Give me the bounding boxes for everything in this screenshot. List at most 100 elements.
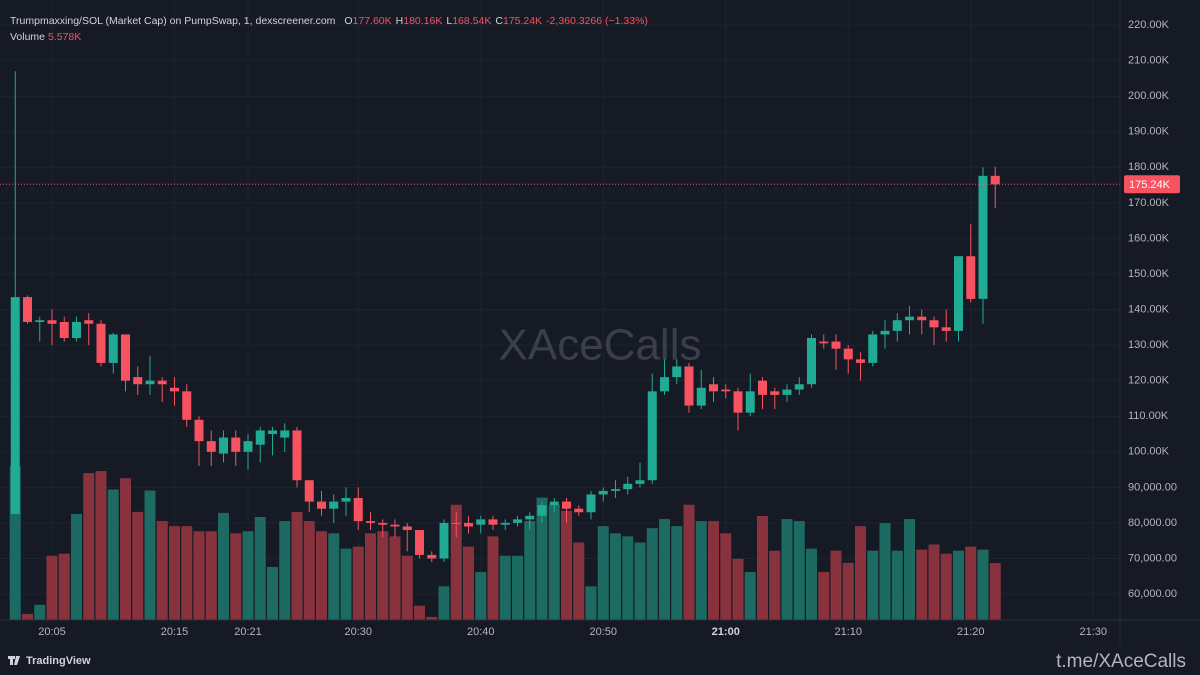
candle-body <box>378 522 388 525</box>
volume-bar <box>303 521 315 620</box>
volume-bar <box>977 549 989 620</box>
volume-bar <box>438 586 450 620</box>
volume-bar <box>744 572 756 620</box>
candle-body <box>108 334 118 363</box>
volume-bar <box>499 555 511 620</box>
candle-body <box>500 522 510 525</box>
volume-bar <box>181 526 193 620</box>
volume-bar <box>536 497 548 620</box>
volume-bar <box>169 526 180 620</box>
candle-body <box>84 320 94 324</box>
volume-bar <box>891 550 903 620</box>
candle-body <box>59 322 69 339</box>
candle-body <box>990 175 1000 185</box>
candle-body <box>243 441 253 452</box>
candle-body <box>966 256 976 299</box>
candle-body <box>978 175 988 299</box>
y-tick-label: 170.00K <box>1128 197 1170 209</box>
last-price-tag <box>1124 175 1180 194</box>
volume-bar <box>316 531 327 620</box>
candle-body <box>598 490 608 495</box>
volume-bar <box>695 521 707 620</box>
volume-bar <box>548 504 560 620</box>
legend-row: Trumpmaxxing/SOL (Market Cap) on PumpSwa… <box>10 13 648 29</box>
volume-bar <box>561 510 572 620</box>
candle-body <box>255 430 265 445</box>
candle-body <box>770 391 780 395</box>
volume-key: Volume <box>10 31 46 43</box>
volume-bar <box>879 523 891 620</box>
volume-bar <box>659 519 670 620</box>
y-tick-label: 100.00K <box>1128 446 1170 458</box>
candle-body <box>831 341 841 349</box>
volume-bar <box>769 550 781 620</box>
candle-body <box>280 430 290 438</box>
volume-bar <box>83 473 95 620</box>
candle-body <box>476 519 486 525</box>
candle-body <box>47 320 57 324</box>
x-tick-label: 20:21 <box>234 626 262 638</box>
volume-bar <box>475 572 487 620</box>
candle-body <box>513 519 522 523</box>
ohlc-key: L <box>446 15 453 27</box>
ohlc-key: H <box>395 15 404 27</box>
volume-bar <box>610 533 621 620</box>
ohlc-key: C <box>495 15 503 27</box>
candle-body <box>856 359 865 363</box>
candle-body <box>905 316 914 321</box>
volume-bar <box>218 512 229 620</box>
y-tick-label: 130.00K <box>1128 339 1170 351</box>
y-tick-label: 140.00K <box>1128 303 1170 315</box>
volume-bar <box>107 489 119 620</box>
volume-bar <box>597 526 609 620</box>
volume-bar <box>487 536 499 620</box>
y-tick-label: 60,000.00 <box>1128 588 1177 600</box>
candle-body <box>133 377 143 385</box>
volume-bar <box>708 521 719 620</box>
volume-bar <box>671 526 683 620</box>
candle-body <box>317 501 326 509</box>
candle-layer <box>0 71 1120 563</box>
volume-layer <box>9 465 1001 620</box>
volume-bar <box>855 526 866 620</box>
candle-body <box>586 494 596 513</box>
volume-bar <box>916 549 928 620</box>
volume-bar <box>267 566 278 620</box>
candle-body <box>843 348 853 360</box>
tv-logo <box>8 656 20 665</box>
volume-bar <box>512 555 523 620</box>
candle-body <box>562 501 571 509</box>
y-tick-label: 220.00K <box>1128 19 1170 31</box>
volume-bar <box>58 553 70 620</box>
volume-bar <box>732 558 744 620</box>
volume-bar <box>254 516 266 620</box>
y-tick-label: 120.00K <box>1128 375 1170 387</box>
candle-body <box>672 366 682 378</box>
volume-bar <box>989 563 1001 620</box>
candle-body <box>635 480 645 484</box>
candle-body <box>745 391 755 413</box>
candle-body <box>268 430 277 435</box>
candle-body <box>537 505 547 516</box>
y-tick-label: 90,000.00 <box>1128 481 1177 493</box>
axes: 220.00K 210.00K 200.00K 190.00K 180.00K 170.0… <box>38 19 1180 638</box>
ohlc-value: 180.16K <box>403 15 443 27</box>
candle-body <box>341 498 351 502</box>
volume-bar <box>132 511 144 620</box>
volume-bar <box>585 586 597 620</box>
candle-body <box>464 522 473 527</box>
candle-body <box>182 391 192 420</box>
candle-body <box>402 526 412 531</box>
volume-bar <box>9 465 21 620</box>
volume-bar <box>156 521 168 620</box>
volume-bar <box>95 471 107 620</box>
candle-body <box>231 437 241 452</box>
volume-bar <box>22 613 33 620</box>
volume-bar <box>414 605 425 620</box>
candle-body <box>390 524 400 527</box>
x-tick-label: 20:15 <box>161 626 189 638</box>
candle-body <box>660 377 669 392</box>
x-tick-label: 21:30 <box>1079 626 1107 638</box>
candle-body <box>157 380 167 385</box>
